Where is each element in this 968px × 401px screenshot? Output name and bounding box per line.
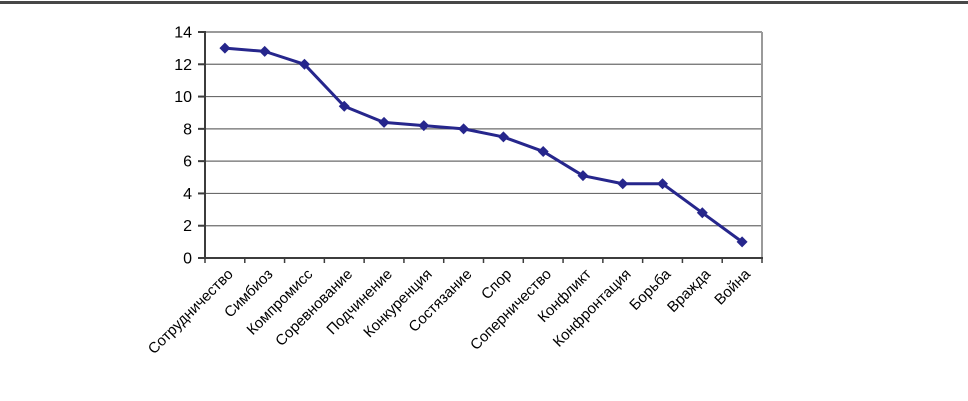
- y-axis-label: 0: [183, 251, 192, 268]
- x-axis-label: Война: [711, 265, 754, 308]
- y-axis-label: 4: [183, 186, 192, 203]
- data-point-marker: [497, 131, 509, 143]
- data-point-marker: [378, 116, 390, 128]
- data-point-marker: [458, 123, 470, 135]
- data-point-marker: [418, 120, 430, 132]
- data-point-marker: [577, 170, 589, 182]
- series-line: [223, 46, 744, 244]
- y-axis-label: 8: [183, 121, 192, 138]
- data-point-marker: [657, 178, 669, 190]
- y-axis-label: 14: [174, 25, 192, 42]
- data-point-marker: [537, 145, 549, 157]
- data-point-marker: [298, 58, 310, 70]
- y-axis-label: 2: [183, 218, 192, 235]
- data-point-marker: [259, 45, 271, 57]
- data-point-marker: [736, 236, 748, 248]
- y-axis-label: 6: [183, 154, 192, 171]
- data-point-marker: [696, 207, 708, 219]
- x-axis-label: Спор: [478, 266, 515, 303]
- data-point-marker: [219, 42, 231, 54]
- top-divider-rule: [0, 1, 968, 4]
- y-axis-label: 10: [174, 89, 192, 106]
- data-point-marker: [338, 100, 350, 112]
- y-axis-label: 12: [174, 57, 192, 74]
- data-point-marker: [617, 178, 629, 190]
- x-axis-label: Вражда: [664, 265, 715, 316]
